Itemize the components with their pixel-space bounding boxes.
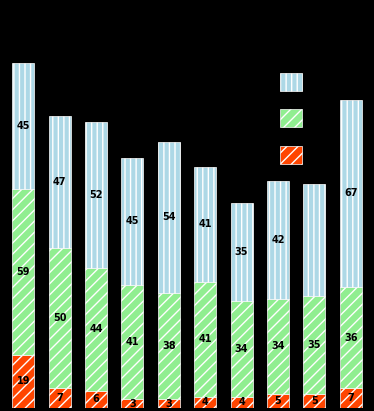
Text: 5: 5 [311, 396, 318, 406]
Bar [49, 388, 71, 408]
Text: 54: 54 [162, 212, 175, 222]
Bar [158, 141, 180, 293]
Text: 4: 4 [202, 397, 209, 407]
Bar [12, 189, 34, 355]
Text: 36: 36 [344, 333, 358, 343]
Bar [12, 355, 34, 408]
Text: 52: 52 [89, 190, 103, 200]
Bar [267, 298, 289, 394]
Text: 4: 4 [238, 397, 245, 407]
Bar [340, 388, 362, 408]
Text: 44: 44 [89, 324, 103, 335]
Text: 67: 67 [344, 188, 358, 199]
Bar [267, 394, 289, 408]
Bar [231, 301, 252, 397]
Text: 34: 34 [235, 344, 248, 354]
Bar [303, 184, 325, 296]
Bar [303, 394, 325, 408]
Bar [194, 397, 216, 408]
Bar [280, 109, 302, 127]
Bar [85, 391, 107, 408]
Text: 6: 6 [93, 395, 99, 404]
Bar [85, 122, 107, 268]
Text: 59: 59 [16, 267, 30, 277]
Bar [231, 203, 252, 301]
Text: 41: 41 [199, 219, 212, 229]
Text: 7: 7 [56, 393, 63, 403]
Bar [340, 287, 362, 388]
Bar [158, 293, 180, 399]
Text: 19: 19 [16, 376, 30, 386]
Text: 35: 35 [235, 247, 248, 257]
Text: 3: 3 [165, 399, 172, 409]
Bar [122, 158, 143, 284]
Text: 42: 42 [271, 235, 285, 245]
Bar [49, 116, 71, 248]
Bar [280, 72, 302, 91]
Text: 34: 34 [271, 341, 285, 351]
Bar [158, 399, 180, 408]
Bar [267, 181, 289, 298]
Bar [122, 284, 143, 399]
Bar [12, 63, 34, 189]
Text: 50: 50 [53, 313, 66, 323]
Bar [340, 99, 362, 287]
Text: 38: 38 [162, 341, 176, 351]
Bar [49, 248, 71, 388]
Text: 5: 5 [275, 396, 281, 406]
Text: 45: 45 [16, 121, 30, 131]
Text: 47: 47 [53, 177, 66, 187]
Bar [85, 268, 107, 391]
Text: 41: 41 [126, 337, 139, 347]
Text: 35: 35 [308, 340, 321, 350]
Bar [194, 282, 216, 397]
Text: 41: 41 [199, 334, 212, 344]
Text: 45: 45 [126, 217, 139, 226]
Text: 7: 7 [347, 393, 354, 403]
Bar [231, 397, 252, 408]
Text: 3: 3 [129, 399, 136, 409]
Bar [303, 296, 325, 394]
Bar [122, 399, 143, 408]
Bar [280, 145, 302, 164]
Bar [194, 167, 216, 282]
